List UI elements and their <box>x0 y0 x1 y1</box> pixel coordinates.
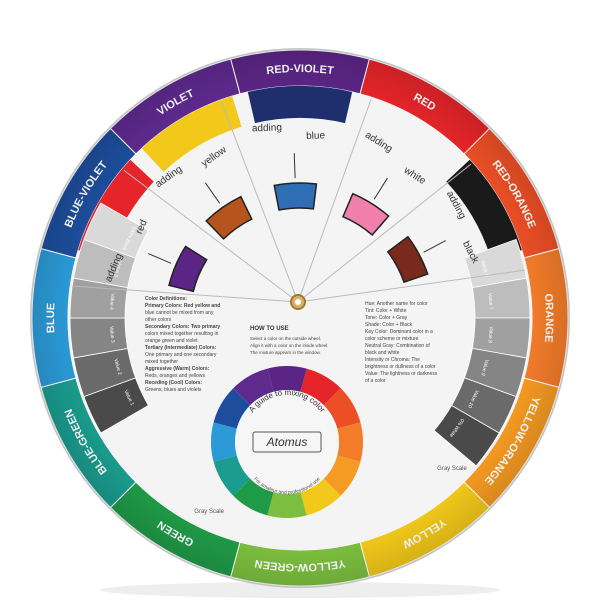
shade <box>30 48 570 588</box>
shadow <box>100 582 500 598</box>
